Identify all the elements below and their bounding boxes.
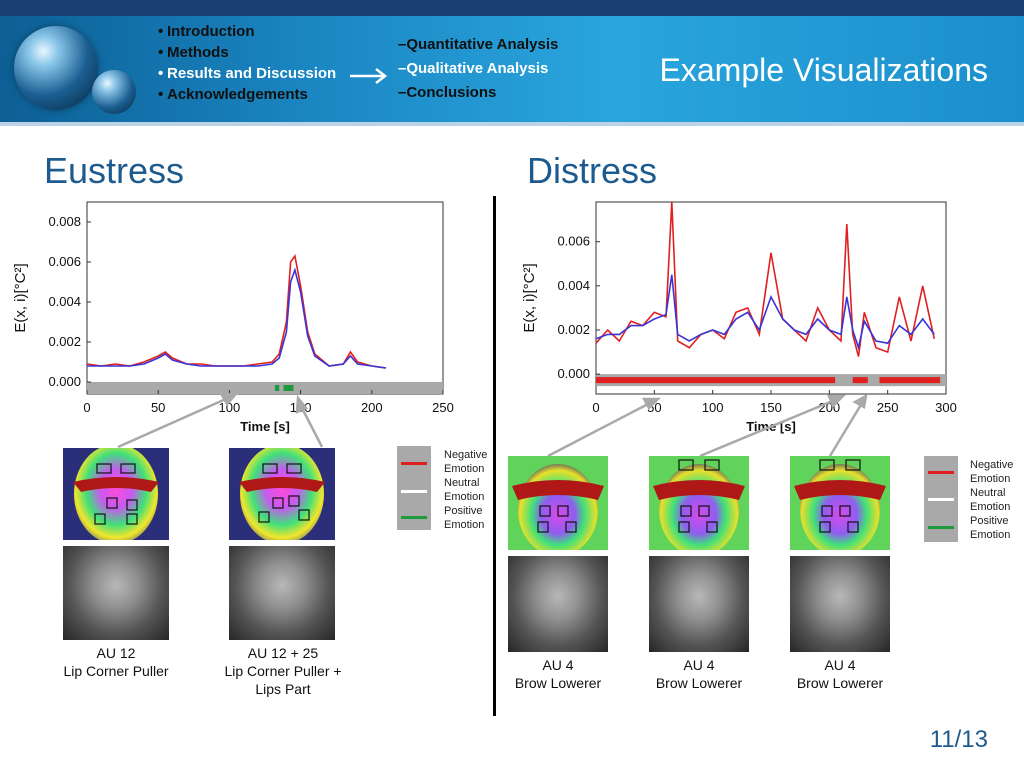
x-tick-label: 100: [219, 400, 241, 415]
eustress-heading: Eustress: [44, 150, 185, 191]
y-tick-label: 0.006: [48, 254, 81, 269]
subsection-nav: –Quantitative Analysis –Qualitative Anal…: [398, 33, 558, 105]
legend: Negative Emotion Neutral Emotion Positive E…: [444, 449, 488, 531]
x-tick-label: 150: [760, 400, 782, 415]
legend-line-neutral: [928, 498, 954, 501]
y-axis-label: E(x, i)[°C²]: [12, 263, 29, 332]
small-globe-icon: [92, 70, 136, 114]
thermal-face-image: [790, 456, 890, 550]
face-photo: [63, 546, 169, 640]
x-tick-label: 0: [83, 400, 90, 415]
thermal-face-image: [229, 448, 335, 540]
x-tick-label: 300: [935, 400, 957, 415]
slide-title: Example Visualizations: [659, 52, 988, 88]
data-series-line: [595, 274, 935, 351]
distress-caption-2: AU 4 Brow Lowerer: [655, 657, 743, 691]
y-axis-label: E(x, i)[°C²]: [521, 263, 538, 332]
x-axis-label: Time [s]: [240, 419, 290, 434]
data-series-line: [87, 267, 387, 369]
x-tick-label: 250: [432, 400, 454, 415]
thermal-face-image: [508, 456, 608, 550]
y-tick-label: 0.004: [48, 294, 81, 309]
thermal-face-image: [649, 456, 749, 550]
emotion-segment: [596, 377, 836, 384]
plot-area: [86, 201, 444, 395]
distress-caption-1: AU 4 Brow Lowerer: [514, 657, 602, 691]
nav-sub-conclusions[interactable]: –Conclusions: [398, 84, 497, 101]
globe-logo-icon: [14, 26, 98, 110]
nav-sub-qualitative[interactable]: –Qualitative Analysis: [398, 60, 549, 77]
emotion-segment: [852, 377, 868, 384]
arrow-right-icon: [350, 68, 388, 84]
distress-chart: 0501001502002503000.0000.0020.0040.006Ti…: [521, 201, 957, 434]
distress-caption-3: AU 4 Brow Lowerer: [796, 657, 884, 691]
face-photo: [649, 556, 749, 652]
legend-line-positive: [928, 526, 954, 529]
x-tick-label: 250: [877, 400, 899, 415]
nav-sub-quantitative[interactable]: –Quantitative Analysis: [398, 36, 559, 53]
y-tick-label: 0.002: [557, 322, 590, 337]
legend: Negative Emotion Neutral Emotion Positive E…: [970, 459, 1014, 541]
legend-line-negative: [401, 462, 427, 465]
y-tick-label: 0.002: [48, 334, 81, 349]
nav-item-results-discussion[interactable]: • Results and Discussion: [158, 65, 337, 82]
nav-item-introduction[interactable]: • Introduction: [158, 23, 255, 40]
emotion-segment: [879, 377, 941, 384]
thermal-face-image: [63, 448, 169, 540]
face-photo: [508, 556, 608, 652]
legend-line-negative: [928, 471, 954, 474]
face-photo: [790, 556, 890, 652]
face-photo: [229, 546, 335, 640]
emotion-segment: [283, 385, 294, 391]
nav-item-acknowledgements[interactable]: • Acknowledgements: [158, 86, 308, 103]
emotion-bar-neutral: [87, 382, 443, 394]
nav-item-methods[interactable]: • Methods: [158, 44, 229, 61]
distress-heading: Distress: [527, 150, 658, 191]
y-tick-label: 0.006: [557, 234, 590, 249]
column-divider: [493, 196, 496, 716]
legend-line-neutral: [401, 490, 427, 493]
x-tick-label: 50: [151, 400, 165, 415]
y-tick-label: 0.000: [557, 366, 590, 381]
y-tick-label: 0.004: [557, 278, 590, 293]
eustress-caption-1: AU 12 Lip Corner Puller: [63, 645, 169, 679]
page-number: 11/13: [929, 726, 988, 753]
x-tick-label: 100: [702, 400, 724, 415]
legend-line-positive: [401, 516, 427, 519]
y-tick-label: 0.000: [48, 374, 81, 389]
y-tick-label: 0.008: [48, 214, 81, 229]
header-band: [0, 16, 1024, 122]
section-nav: • Introduction • Methods • Results and Disc…: [158, 21, 336, 105]
x-tick-label: 200: [361, 400, 383, 415]
header-divider: [0, 122, 1024, 126]
x-tick-label: 0: [592, 400, 599, 415]
top-bar: [0, 0, 1024, 16]
emotion-segment: [274, 385, 280, 391]
eustress-chart: 0501001502002500.0000.0020.0040.0060.008…: [12, 201, 454, 434]
eustress-caption-2: AU 12 + 25 Lip Corner Puller + Lips Part: [224, 645, 342, 697]
